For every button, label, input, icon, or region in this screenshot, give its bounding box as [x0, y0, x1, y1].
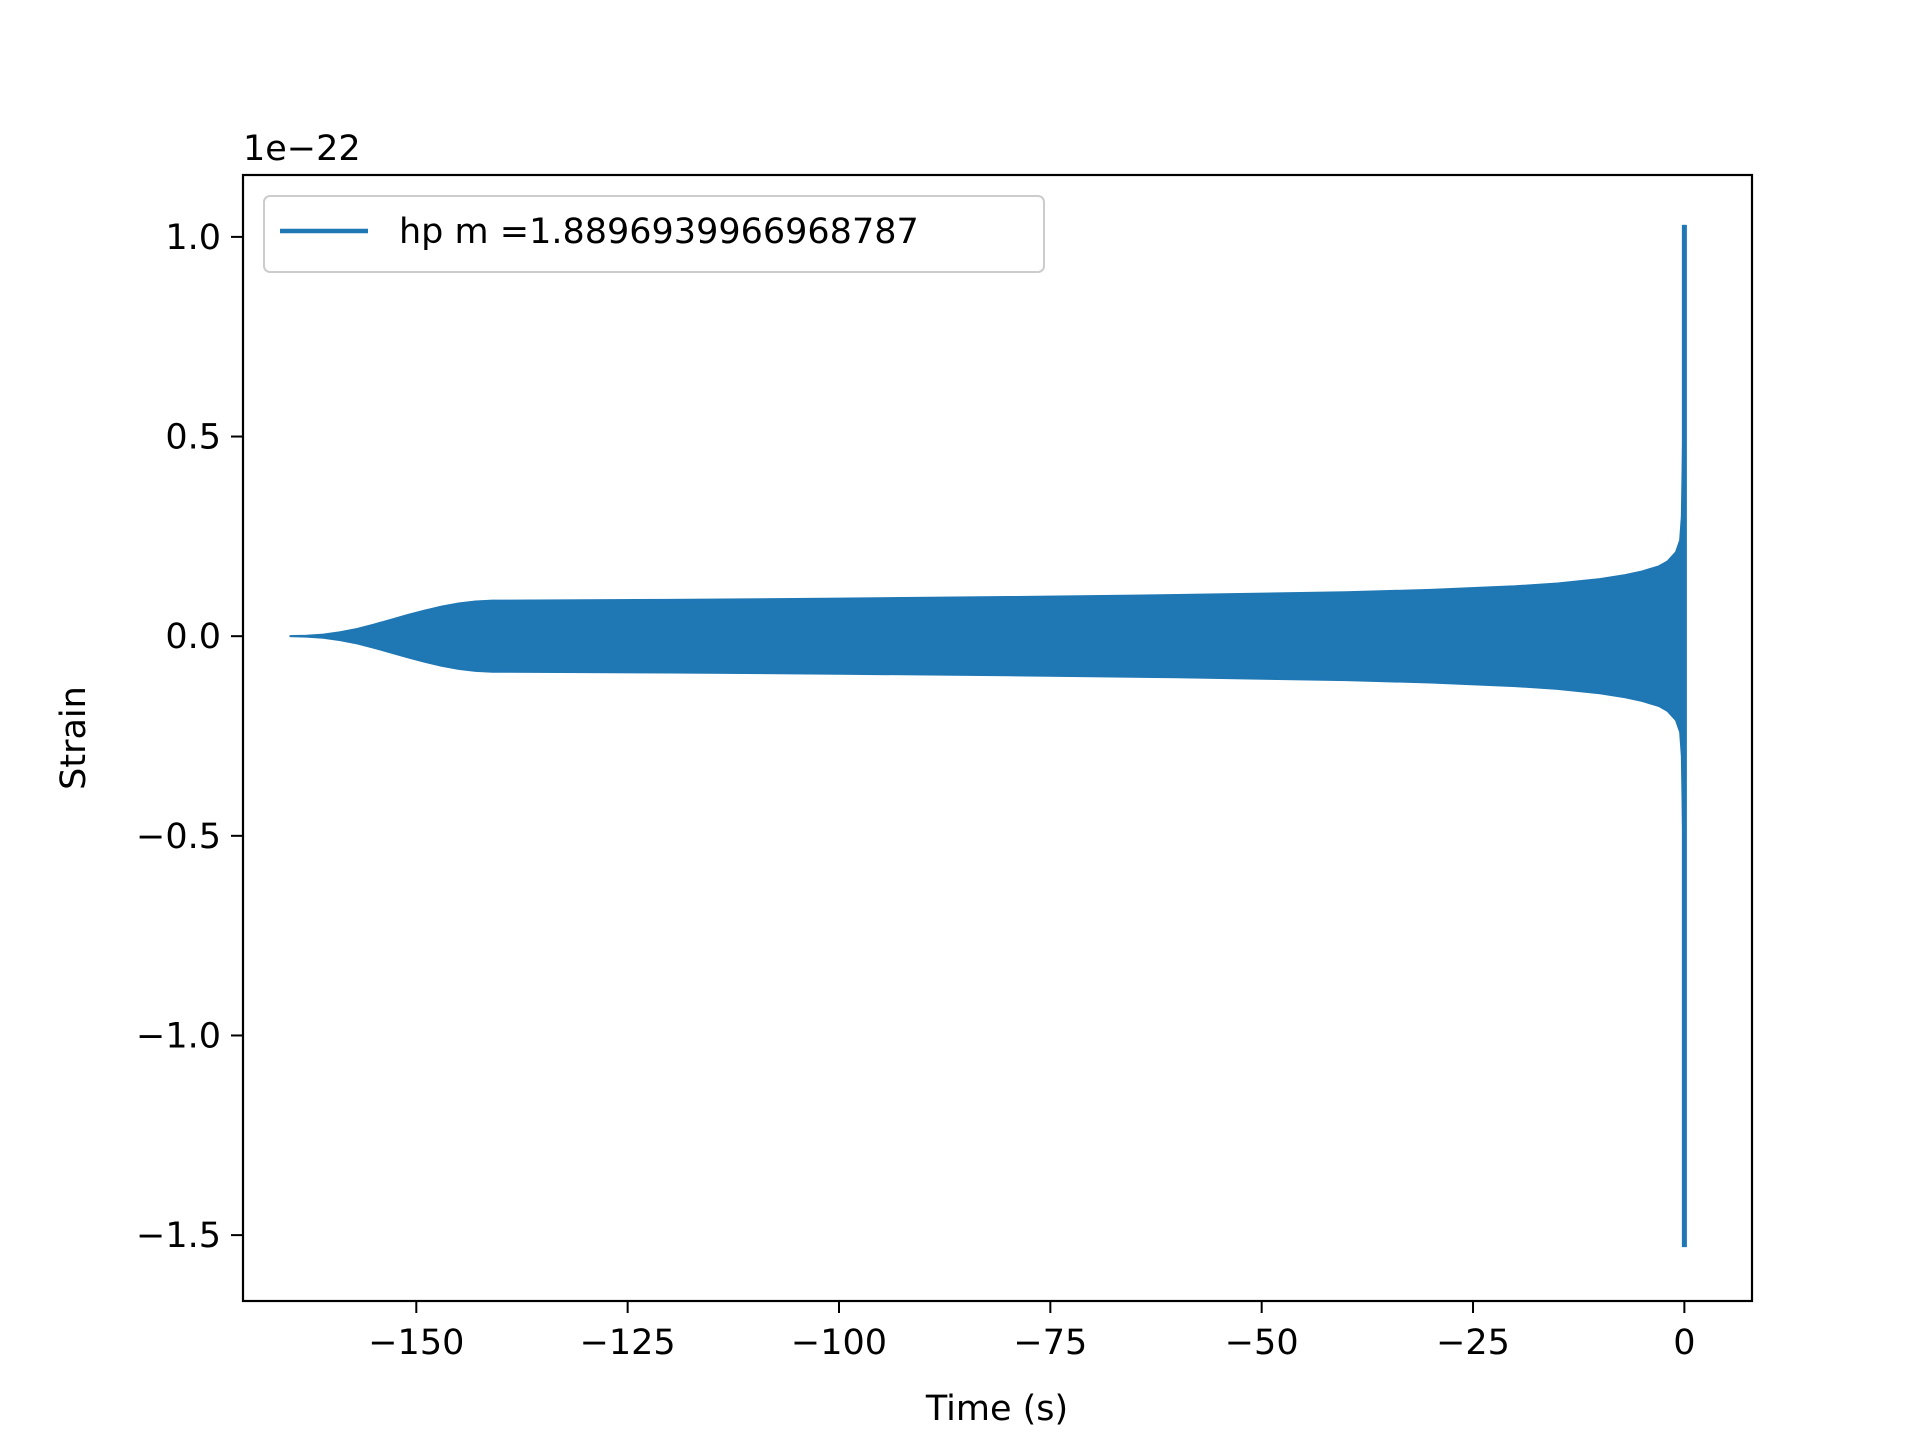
- y-tick-label: −1.0: [136, 1016, 221, 1056]
- x-axis: −150 −125 −100 −75 −50 −25 0: [368, 1301, 1696, 1363]
- y-tick-label: 0.0: [165, 617, 221, 657]
- x-tick-label: −50: [1225, 1323, 1299, 1363]
- legend-box: [263, 195, 1045, 273]
- x-tick-label: 0: [1673, 1323, 1695, 1363]
- axes-frame: [241, 173, 1754, 1303]
- y-offset-text: 1e−22: [243, 129, 361, 169]
- x-tick-label: −125: [580, 1323, 676, 1363]
- x-tick-label: −150: [368, 1323, 464, 1363]
- legend-entry-label: hp m =1.8896939966968787: [399, 212, 919, 252]
- x-axis-label: Time (s): [925, 1389, 1068, 1429]
- y-tick-label: −1.5: [136, 1216, 221, 1256]
- x-tick-label: −25: [1436, 1323, 1510, 1363]
- x-tick-label: −100: [791, 1323, 887, 1363]
- y-tick-label: −0.5: [136, 817, 221, 857]
- y-axis-label: Strain: [54, 686, 94, 790]
- y-tick-label: 1.0: [165, 218, 221, 258]
- y-tick-label: 0.5: [165, 418, 221, 458]
- plot-area: [289, 224, 1687, 1248]
- legend: hp m =1.8896939966968787: [263, 195, 1045, 273]
- y-axis: −1.5 −1.0 −0.5 0.0 0.5 1.0: [136, 218, 243, 1256]
- x-tick-label: −75: [1013, 1323, 1087, 1363]
